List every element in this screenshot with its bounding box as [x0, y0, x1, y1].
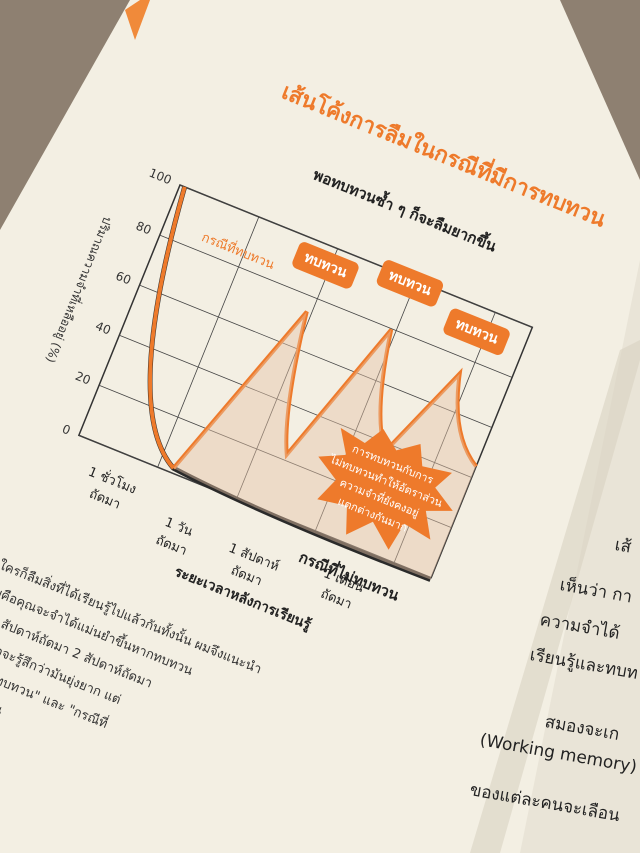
initial-curve: [148, 186, 187, 470]
y-tick-label: 40: [93, 319, 112, 338]
grid-line: [159, 234, 513, 378]
y-tick-label: 60: [114, 269, 133, 288]
review-tag-box: [292, 242, 359, 289]
y-tick-label: 80: [134, 219, 153, 238]
v-grid-line: [236, 248, 338, 500]
y-tick-label: 20: [73, 369, 92, 388]
gutter-shadow: [470, 340, 640, 853]
review-tag-box: [443, 308, 510, 355]
page-tab: [125, 0, 150, 40]
grid-line: [179, 184, 533, 328]
review-tag-box: [376, 260, 444, 307]
review-curve: [171, 310, 478, 470]
right-body-line: เส้: [613, 535, 633, 558]
burst: [317, 427, 453, 550]
v-grid-line: [157, 216, 260, 468]
